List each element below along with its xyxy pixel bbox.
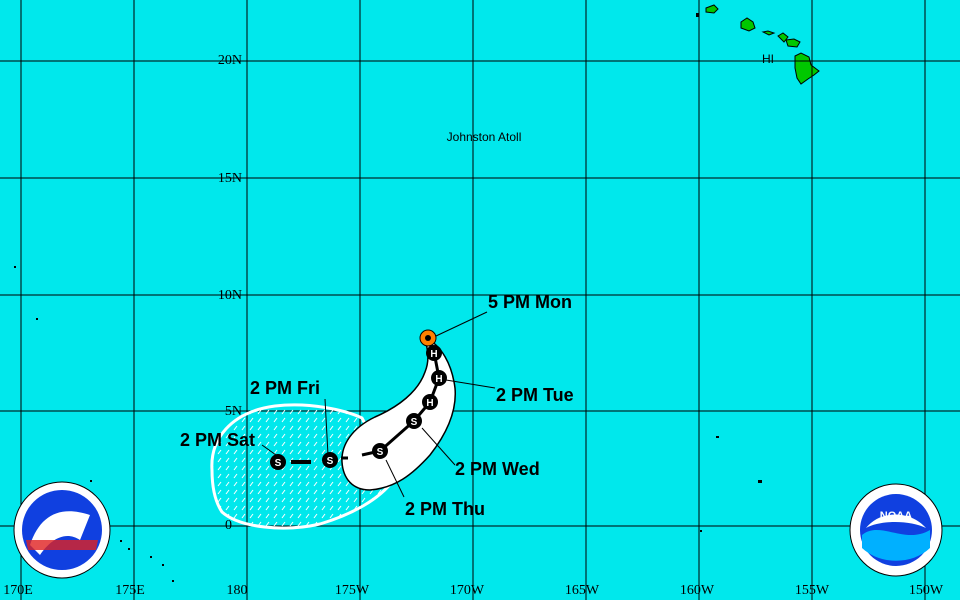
lat-label: 20N — [218, 53, 242, 68]
lat-label: 15N — [218, 171, 242, 186]
label-leaders — [261, 311, 496, 498]
time-label: 5 PM Mon — [488, 292, 572, 312]
lon-label: 165W — [565, 583, 600, 598]
hurricane-symbol: H — [426, 398, 433, 409]
lon-label: 160W — [680, 583, 715, 598]
time-label: 2 PM Tue — [496, 385, 574, 405]
forecast-point-storm[interactable]: S — [406, 413, 422, 429]
time-label: 2 PM Sat — [180, 430, 255, 450]
hurricane-symbol: H — [435, 374, 442, 385]
hawaii-islands — [705, 4, 820, 85]
lon-label: 175W — [335, 583, 370, 598]
storm-symbol: S — [327, 456, 334, 467]
storm-symbol: S — [377, 447, 384, 458]
time-label: 2 PM Wed — [455, 459, 540, 479]
lat-label: 5N — [225, 404, 242, 419]
small-islands — [14, 13, 762, 582]
noaa-logo-text: NOAA — [880, 510, 912, 522]
lon-label: 175E — [115, 583, 145, 598]
lon-label: 170E — [3, 583, 33, 598]
place-hawaii: HI — [762, 52, 774, 66]
lat-label: 10N — [218, 288, 242, 303]
storm-symbol: S — [275, 458, 282, 469]
forecast-point-hurricane[interactable]: H — [422, 394, 438, 410]
current-position-marker[interactable] — [419, 329, 437, 347]
place-johnston-atoll: Johnston Atoll — [447, 130, 522, 144]
noaa-logo: NOAA — [849, 483, 943, 577]
lat-label: 0 — [225, 518, 232, 533]
hurricane-symbol: H — [430, 349, 437, 360]
nws-logo — [13, 481, 111, 579]
lon-label: 150W — [909, 583, 944, 598]
lon-label: 155W — [795, 583, 830, 598]
forecast-cone-days-4-5 — [210, 403, 397, 530]
forecast-point-storm[interactable]: S — [372, 443, 388, 459]
lon-label: 170W — [450, 583, 485, 598]
time-label: 2 PM Thu — [405, 499, 485, 519]
forecast-point-hurricane[interactable]: H — [431, 370, 447, 386]
longitude-labels: 170E 175E 180 175W 170W 165W 160W 155W 1… — [3, 583, 944, 598]
latitude-labels: 20N 15N 10N 5N 0 — [218, 53, 242, 533]
forecast-point-hurricane[interactable]: H — [426, 345, 442, 361]
lon-label: 180 — [227, 583, 248, 598]
forecast-point-storm[interactable]: S — [270, 454, 286, 470]
time-label: 2 PM Fri — [250, 378, 320, 398]
storm-symbol: S — [411, 417, 418, 428]
forecast-point-storm[interactable]: S — [322, 452, 338, 468]
